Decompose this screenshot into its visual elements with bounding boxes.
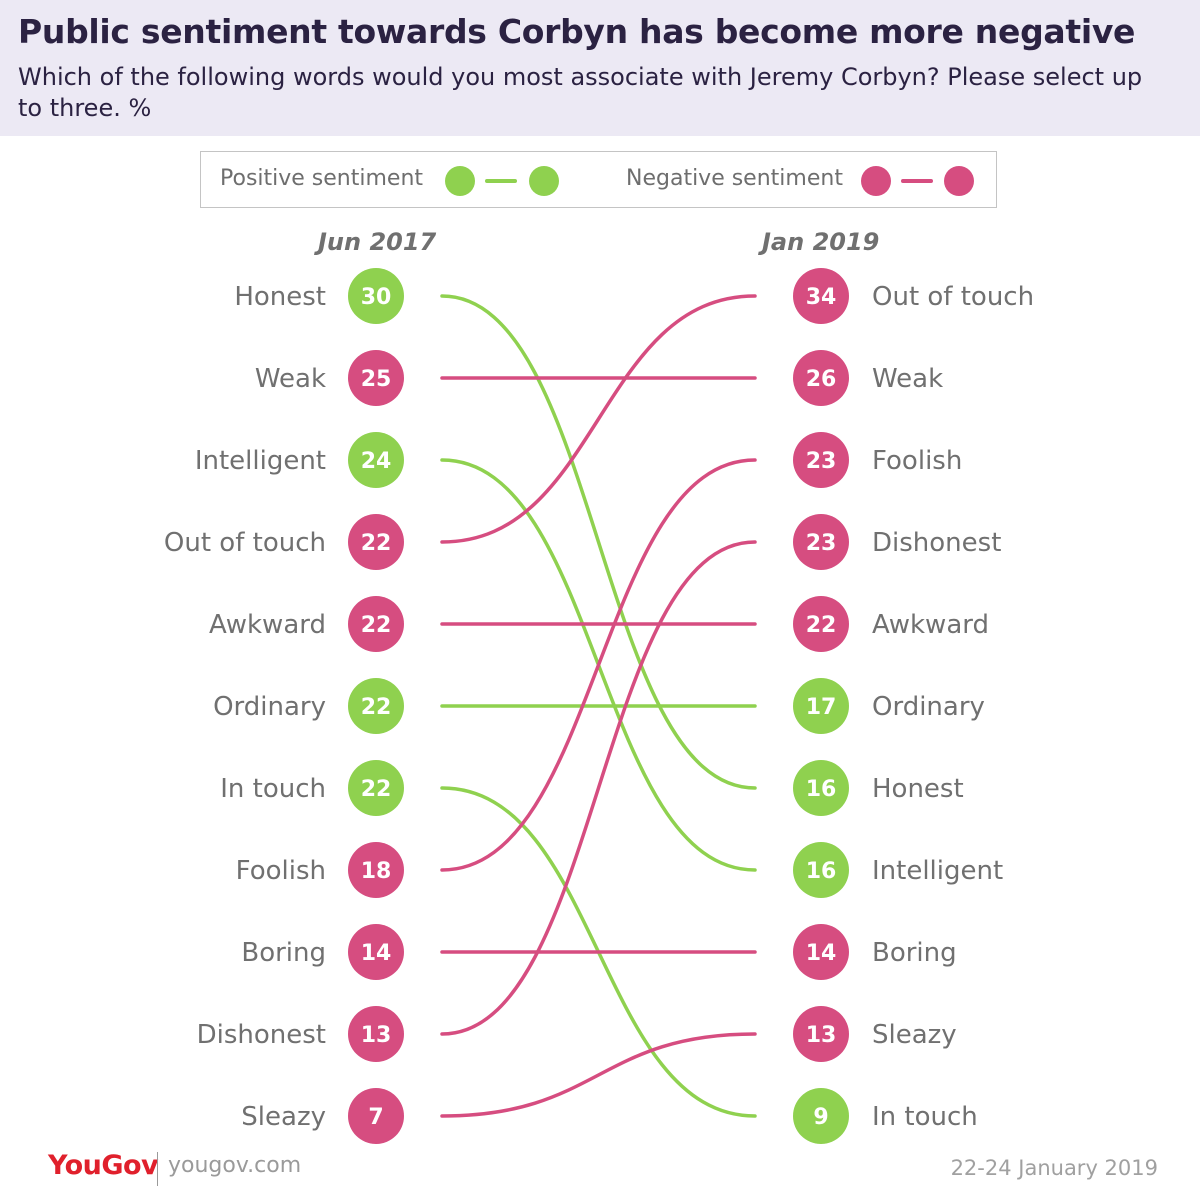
left-label-honest: Honest	[234, 282, 326, 312]
left-label-boring: Boring	[241, 938, 326, 968]
footer-url: yougov.com	[168, 1153, 302, 1178]
left-marker-weak	[348, 350, 404, 406]
left-marker-in-touch	[348, 760, 404, 816]
connector-lines	[440, 294, 757, 1118]
right-value-ordinary: 17	[806, 695, 837, 720]
right-label-ordinary: Ordinary	[872, 692, 985, 722]
left-value-dishonest: 13	[361, 1023, 392, 1048]
left-label-foolish: Foolish	[236, 856, 326, 886]
chart-title: Public sentiment towards Corbyn has beco…	[18, 12, 1136, 51]
right-label-honest: Honest	[872, 774, 964, 804]
legend-positive-dot-left	[445, 166, 475, 196]
right-label-weak: Weak	[872, 364, 943, 394]
left-marker-intelligent	[348, 432, 404, 488]
left-label-in-touch: In touch	[220, 774, 326, 804]
legend-negative-label: Negative sentiment	[626, 166, 843, 191]
legend-negative-dot-right	[944, 166, 974, 196]
left-marker-dishonest	[348, 1006, 404, 1062]
right-value-dishonest: 23	[806, 531, 837, 556]
right-value-awkward: 22	[806, 613, 837, 638]
right-marker-sleazy	[793, 1006, 849, 1062]
left-value-out-of-touch: 22	[361, 531, 392, 556]
left-marker-honest	[348, 268, 404, 324]
left-value-weak: 25	[361, 367, 392, 392]
connector-foolish	[440, 458, 757, 872]
right-marker-dishonest	[793, 514, 849, 570]
right-label-sleazy: Sleazy	[872, 1020, 957, 1050]
right-value-honest: 16	[806, 777, 837, 802]
right-marker-foolish	[793, 432, 849, 488]
right-label-boring: Boring	[872, 938, 957, 968]
legend-positive-dot-right	[529, 166, 559, 196]
right-marker-weak	[793, 350, 849, 406]
left-marker-boring	[348, 924, 404, 980]
left-marker-awkward	[348, 596, 404, 652]
left-label-awkward: Awkward	[209, 610, 326, 640]
right-label-foolish: Foolish	[872, 446, 962, 476]
left-marker-foolish	[348, 842, 404, 898]
right-label-in-touch: In touch	[872, 1102, 978, 1132]
yougov-logo: YouGov	[48, 1150, 159, 1181]
left-value-foolish: 18	[361, 859, 392, 884]
left-marker-sleazy	[348, 1088, 404, 1144]
period-label-left: Jun 2017	[318, 228, 437, 256]
left-value-intelligent: 24	[361, 449, 392, 474]
right-marker-intelligent	[793, 842, 849, 898]
right-label-awkward: Awkward	[872, 610, 989, 640]
left-value-boring: 14	[361, 941, 392, 966]
right-marker-awkward	[793, 596, 849, 652]
right-label-dishonest: Dishonest	[872, 528, 1001, 558]
legend-positive-line	[485, 179, 517, 183]
right-label-intelligent: Intelligent	[872, 856, 1003, 886]
left-label-out-of-touch: Out of touch	[164, 528, 326, 558]
right-value-boring: 14	[806, 941, 837, 966]
legend-negative-dot-left	[861, 166, 891, 196]
left-marker-out-of-touch	[348, 514, 404, 570]
left-label-ordinary: Ordinary	[213, 692, 326, 722]
left-label-weak: Weak	[255, 364, 326, 394]
right-marker-ordinary	[793, 678, 849, 734]
footer-divider	[157, 1152, 158, 1186]
connector-out-of-touch	[440, 294, 757, 544]
right-marker-honest	[793, 760, 849, 816]
legend: Positive sentiment Negative sentiment	[200, 151, 997, 208]
right-value-intelligent: 16	[806, 859, 837, 884]
right-value-weak: 26	[806, 367, 837, 392]
left-value-in-touch: 22	[361, 777, 392, 802]
connector-sleazy	[440, 1032, 757, 1118]
chart-subtitle: Which of the following words would you m…	[18, 63, 1143, 122]
left-value-sleazy: 7	[368, 1105, 383, 1130]
left-value-awkward: 22	[361, 613, 392, 638]
connector-dishonest	[440, 540, 757, 1036]
right-value-foolish: 23	[806, 449, 837, 474]
right-value-sleazy: 13	[806, 1023, 837, 1048]
right-marker-boring	[793, 924, 849, 980]
right-value-in-touch: 9	[813, 1105, 828, 1130]
header-banner: Public sentiment towards Corbyn has beco…	[0, 0, 1200, 136]
legend-negative-line	[901, 179, 933, 183]
left-value-ordinary: 22	[361, 695, 392, 720]
legend-positive-label: Positive sentiment	[220, 166, 424, 191]
left-marker-ordinary	[348, 678, 404, 734]
left-label-dishonest: Dishonest	[197, 1020, 326, 1050]
right-value-out-of-touch: 34	[806, 285, 837, 310]
left-label-intelligent: Intelligent	[195, 446, 326, 476]
left-label-sleazy: Sleazy	[241, 1102, 326, 1132]
right-marker-in-touch	[793, 1088, 849, 1144]
right-marker-out-of-touch	[793, 268, 849, 324]
connector-honest	[440, 294, 757, 790]
period-label-right: Jan 2019	[762, 228, 880, 256]
right-label-out-of-touch: Out of touch	[872, 282, 1034, 312]
left-value-honest: 30	[361, 285, 392, 310]
survey-date: 22-24 January 2019	[950, 1156, 1158, 1180]
